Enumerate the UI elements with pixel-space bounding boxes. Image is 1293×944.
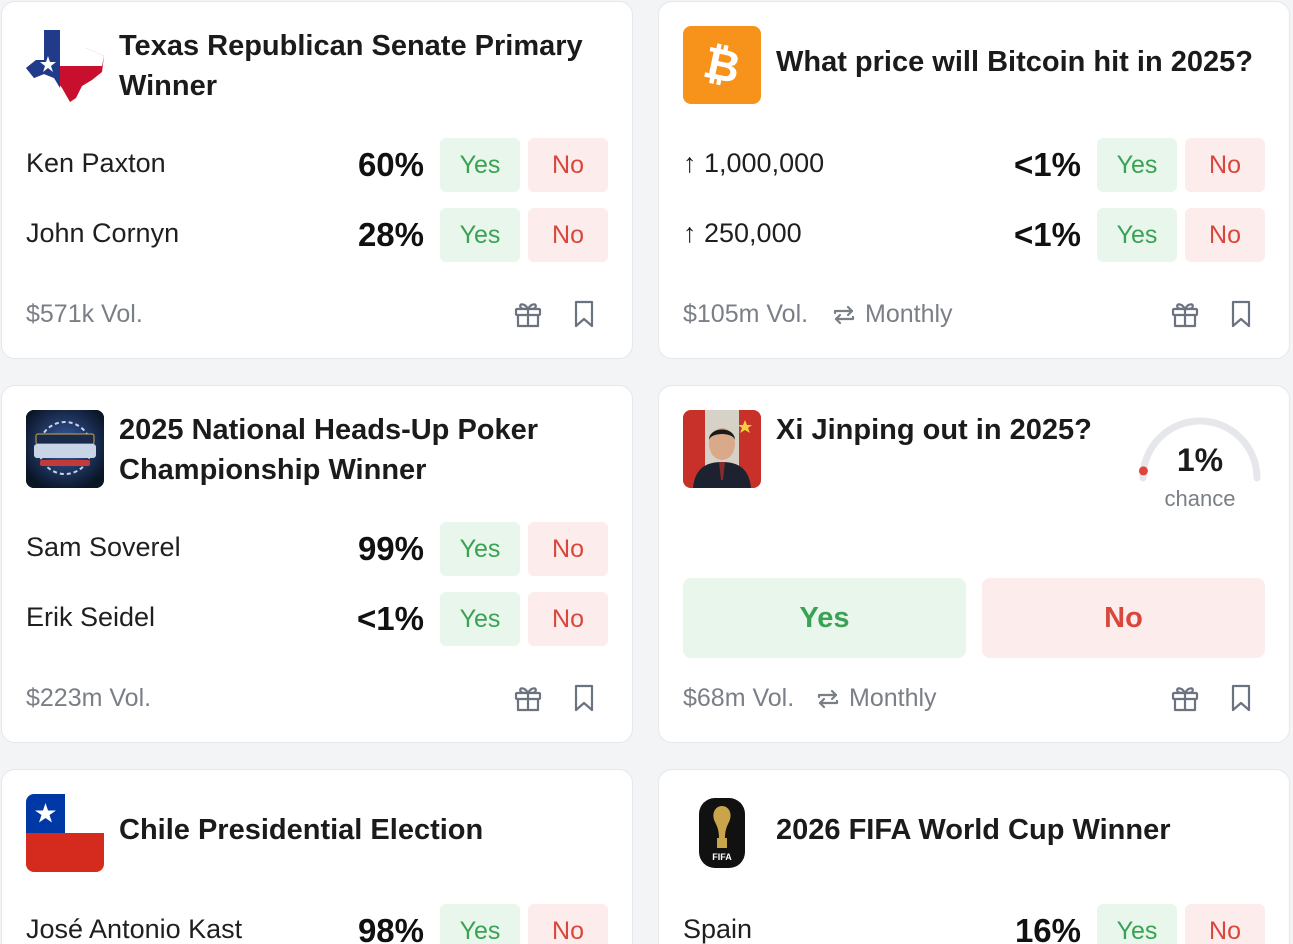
market-title[interactable]: Xi Jinping out in 2025?	[776, 414, 1092, 446]
outcome-percent: 28%	[357, 216, 424, 253]
card-footer: $68m Vol. Monthly	[683, 682, 1265, 716]
yes-button[interactable]: Yes	[440, 592, 520, 646]
outcome-name: Ken Paxton	[26, 148, 166, 178]
volume-label: $223m Vol.	[26, 684, 152, 712]
no-button[interactable]: No	[1185, 904, 1265, 944]
outcome-percent: 98%	[357, 912, 424, 944]
yes-button[interactable]: Yes	[440, 208, 520, 262]
outcome-name: ↑ 1,000,000	[683, 148, 825, 178]
market-title[interactable]: 2025 National Heads-Up Poker Championshi…	[119, 414, 539, 486]
outcome-name: ↑ 250,000	[683, 218, 802, 248]
recurrence-label: Monthly	[815, 684, 937, 713]
yes-button[interactable]: Yes	[440, 904, 520, 944]
probability-gauge: 1% chance	[1135, 406, 1265, 516]
svg-text:₿: ₿	[699, 37, 745, 94]
market-card-bitcoin-price[interactable]: ₿ What price will Bitcoin hit in 2025? ↑…	[658, 1, 1290, 359]
yes-button[interactable]: Yes	[1097, 208, 1177, 262]
no-button[interactable]: No	[982, 578, 1265, 658]
gift-icon[interactable]	[512, 682, 544, 714]
yes-button[interactable]: Yes	[1097, 904, 1177, 944]
no-button[interactable]: No	[528, 904, 608, 944]
volume-label: $571k Vol.	[26, 300, 143, 328]
outcome-row: ↑ 250,000 <1% Yes No	[683, 208, 1265, 262]
poker-logo-icon	[26, 410, 104, 488]
chile-flag-icon	[26, 794, 104, 872]
market-card-texas-senate[interactable]: Texas Republican Senate Primary Winner K…	[1, 1, 633, 359]
outcome-row: José Antonio Kast 98% Yes No	[26, 904, 608, 944]
volume-label: $105m Vol.	[683, 300, 809, 328]
market-card-xi-jinping[interactable]: Xi Jinping out in 2025? 1% chance Yes No…	[658, 385, 1290, 743]
no-button[interactable]: No	[528, 138, 608, 192]
yes-button[interactable]: Yes	[1097, 138, 1177, 192]
outcome-row: Erik Seidel <1% Yes No	[26, 592, 608, 646]
gift-icon[interactable]	[1169, 298, 1201, 330]
card-footer: $223m Vol.	[26, 682, 608, 716]
yes-button[interactable]: Yes	[440, 138, 520, 192]
outcome-name: José Antonio Kast	[26, 914, 243, 944]
outcome-name: Spain	[683, 914, 753, 944]
yes-button[interactable]: Yes	[440, 522, 520, 576]
gauge-label: chance	[1164, 486, 1236, 511]
outcome-percent: <1%	[1014, 146, 1081, 183]
gauge-arc	[1138, 417, 1261, 482]
outcome-row: Sam Soverel 99% Yes No	[26, 522, 608, 576]
gauge-value: 1%	[1176, 442, 1224, 478]
outcome-row: Spain 16% Yes No	[683, 904, 1265, 944]
bitcoin-icon: ₿	[683, 26, 761, 104]
fifa-world-cup-logo-icon: FIFA	[683, 794, 761, 872]
market-card-poker-championship[interactable]: 2025 National Heads-Up Poker Championshi…	[1, 385, 633, 743]
recurrence-text: Monthly	[865, 300, 953, 328]
market-title[interactable]: Chile Presidential Election	[119, 814, 484, 846]
outcome-percent: 16%	[1014, 912, 1081, 944]
card-footer: $571k Vol.	[26, 298, 608, 332]
repeat-icon	[833, 305, 855, 324]
outcome-name: Erik Seidel	[26, 602, 156, 632]
market-card-chile-election[interactable]: Chile Presidential Election José Antonio…	[1, 769, 633, 944]
bookmark-icon[interactable]	[1225, 298, 1257, 330]
no-button[interactable]: No	[1185, 138, 1265, 192]
outcome-percent: 99%	[357, 530, 424, 567]
market-title[interactable]: 2026 FIFA World Cup Winner	[776, 814, 1171, 846]
gauge-indicator	[1138, 466, 1148, 476]
outcome-row: John Cornyn 28% Yes No	[26, 208, 608, 262]
no-button[interactable]: No	[528, 592, 608, 646]
recurrence-label: Monthly	[831, 300, 953, 329]
no-button[interactable]: No	[528, 522, 608, 576]
texas-flag-icon	[26, 26, 104, 104]
outcome-percent: <1%	[1014, 216, 1081, 253]
yes-button[interactable]: Yes	[683, 578, 966, 658]
fifa-logo-text: FIFA	[712, 852, 732, 862]
bookmark-icon[interactable]	[568, 298, 600, 330]
outcome-row: ↑ 1,000,000 <1% Yes No	[683, 138, 1265, 192]
volume-label: $68m Vol.	[683, 684, 795, 712]
bookmark-icon[interactable]	[568, 682, 600, 714]
outcome-row: Ken Paxton 60% Yes No	[26, 138, 608, 192]
no-button[interactable]: No	[1185, 208, 1265, 262]
bookmark-icon[interactable]	[1225, 682, 1257, 714]
outcome-name: Sam Soverel	[26, 532, 181, 562]
gift-icon[interactable]	[1169, 682, 1201, 714]
no-button[interactable]: No	[528, 208, 608, 262]
market-card-world-cup[interactable]: FIFA 2026 FIFA World Cup Winner Spain 16…	[658, 769, 1290, 944]
recurrence-text: Monthly	[849, 684, 937, 712]
gift-icon[interactable]	[512, 298, 544, 330]
market-title[interactable]: Texas Republican Senate Primary Winner	[119, 30, 583, 102]
card-footer: $105m Vol. Monthly	[683, 298, 1265, 332]
market-title[interactable]: What price will Bitcoin hit in 2025?	[776, 46, 1253, 78]
portrait-photo	[683, 410, 761, 488]
outcome-percent: <1%	[357, 600, 424, 637]
outcome-name: John Cornyn	[26, 218, 180, 248]
repeat-icon	[817, 689, 839, 708]
outcome-percent: 60%	[357, 146, 424, 183]
